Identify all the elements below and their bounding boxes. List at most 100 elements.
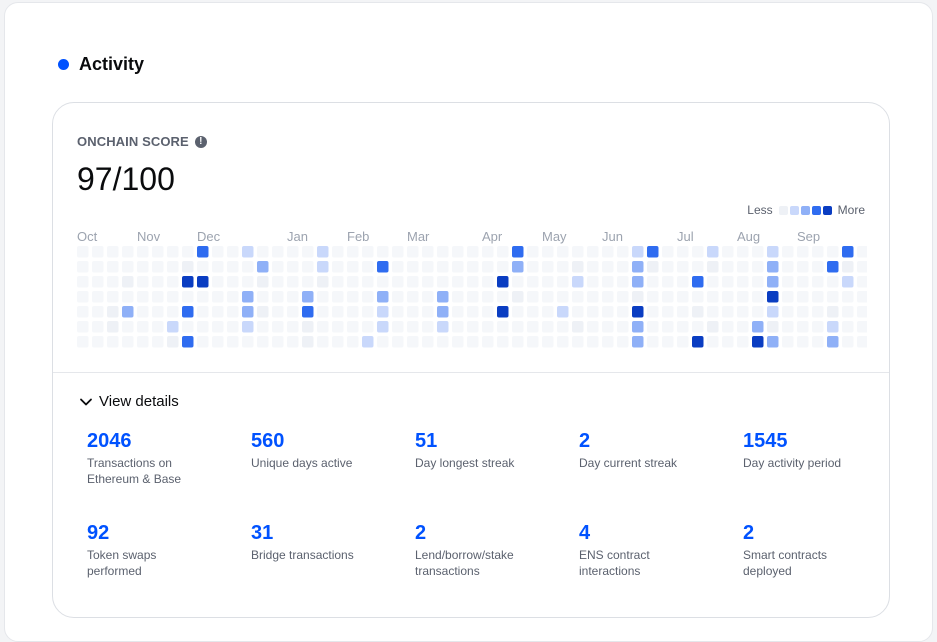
heatmap-cell	[827, 261, 839, 273]
heatmap-cell	[557, 306, 569, 318]
heatmap-cell	[227, 306, 239, 318]
heatmap-cell	[707, 336, 719, 348]
heatmap-cell	[767, 261, 779, 273]
heatmap-cell	[437, 276, 449, 288]
heatmap-cell	[197, 276, 209, 288]
heatmap-cell	[407, 246, 419, 258]
heatmap-cell	[407, 276, 419, 288]
heatmap-cell	[422, 336, 434, 348]
stat-label: Bridge transactions	[251, 548, 354, 562]
heatmap-cell	[797, 246, 809, 258]
heatmap-cell	[437, 246, 449, 258]
heatmap-cell	[827, 336, 839, 348]
heatmap-cell	[347, 246, 359, 258]
heatmap-cell	[407, 321, 419, 333]
stat-label: Transactions on Ethereum & Base	[87, 456, 182, 486]
heatmap-cell	[542, 321, 554, 333]
heatmap-cell	[182, 291, 194, 303]
heatmap-cell	[512, 261, 524, 273]
heatmap-cell	[512, 306, 524, 318]
heatmap-cell	[377, 336, 389, 348]
heatmap-cell	[377, 246, 389, 258]
heatmap-cell	[542, 276, 554, 288]
heatmap-cell	[662, 336, 674, 348]
heatmap-cell	[797, 276, 809, 288]
view-details-label: View details	[99, 393, 179, 410]
heatmap-legend: Less More	[747, 203, 865, 217]
heatmap-cell	[77, 276, 89, 288]
heatmap-cell	[227, 246, 239, 258]
stat-item: 4 ENS contract interactions	[579, 521, 729, 579]
heatmap-cell	[242, 276, 254, 288]
heatmap-cell	[767, 276, 779, 288]
heatmap-cell	[212, 276, 224, 288]
heatmap-cell	[632, 246, 644, 258]
heatmap-cell	[452, 246, 464, 258]
heatmap-cell	[227, 321, 239, 333]
heatmap-cell	[812, 261, 824, 273]
heatmap-cell	[647, 246, 659, 258]
heatmap-cell	[572, 246, 584, 258]
onchain-score-card: ONCHAIN SCORE ! 97/100 Less More Oct Nov D…	[52, 102, 890, 618]
heatmap-cell	[122, 276, 134, 288]
heatmap-cell	[377, 276, 389, 288]
heatmap-cell	[257, 261, 269, 273]
heatmap-cell	[407, 336, 419, 348]
heatmap-cell	[242, 336, 254, 348]
heatmap-cell	[722, 291, 734, 303]
heatmap-cell	[137, 336, 149, 348]
heatmap-cell	[617, 306, 629, 318]
heatmap-cell	[167, 306, 179, 318]
heatmap-cell	[242, 306, 254, 318]
heatmap-cell	[482, 321, 494, 333]
stat-value: 4	[579, 522, 591, 544]
heatmap-cell	[542, 261, 554, 273]
heatmap-cell	[392, 336, 404, 348]
stat-item: 2 Day current streak	[579, 429, 729, 471]
heatmap-cell	[692, 321, 704, 333]
stat-item: 2 Lend/borrow/stake transactions	[415, 521, 565, 579]
heatmap-cell	[302, 321, 314, 333]
heatmap-cell	[842, 261, 854, 273]
heatmap-cell	[557, 321, 569, 333]
heatmap-cell	[557, 246, 569, 258]
heatmap-cell	[317, 246, 329, 258]
heatmap-cell	[557, 276, 569, 288]
heatmap-cell	[152, 291, 164, 303]
heatmap-cell	[842, 291, 854, 303]
heatmap-cell	[302, 306, 314, 318]
heatmap-cell	[692, 291, 704, 303]
heatmap-cell	[182, 261, 194, 273]
heatmap-cell	[452, 291, 464, 303]
stat-label: Day activity period	[743, 456, 842, 470]
view-details-toggle[interactable]: View details	[79, 393, 179, 410]
heatmap-cell	[272, 291, 284, 303]
heatmap-cell	[482, 261, 494, 273]
stat-value: 2046	[87, 430, 132, 452]
heatmap-cell	[272, 306, 284, 318]
heatmap-cell	[782, 291, 794, 303]
heatmap-cell	[422, 291, 434, 303]
heatmap-cell	[827, 306, 839, 318]
heatmap-cell	[212, 321, 224, 333]
heatmap-cell	[782, 306, 794, 318]
stat-value: 560	[251, 430, 285, 452]
heatmap-cell	[707, 306, 719, 318]
heatmap-cell	[257, 276, 269, 288]
stat-item: 92 Token swaps performed	[87, 521, 237, 579]
score-label: ONCHAIN SCORE	[77, 134, 189, 149]
stat-item: 31 Bridge transactions	[251, 521, 401, 563]
heatmap-cell	[737, 261, 749, 273]
heatmap-cell	[317, 306, 329, 318]
heatmap-cell	[722, 336, 734, 348]
stat-label: ENS contract interactions	[579, 548, 650, 578]
heatmap-cell	[827, 291, 839, 303]
heatmap-cell	[107, 321, 119, 333]
heatmap-cell	[497, 291, 509, 303]
stat-value: 2	[743, 522, 755, 544]
heatmap-cell	[452, 306, 464, 318]
heatmap-cell	[602, 246, 614, 258]
info-icon[interactable]: !	[194, 135, 207, 148]
heatmap-cell	[857, 261, 867, 273]
stat-value: 1545	[743, 430, 788, 452]
